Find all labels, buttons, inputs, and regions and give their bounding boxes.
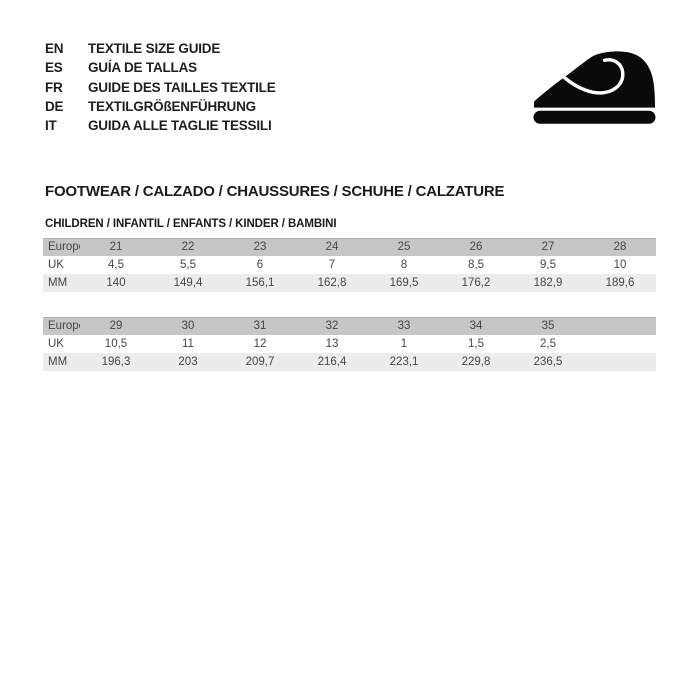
size-cell: 4,5 — [108, 259, 124, 271]
size-cell: 209,7 — [245, 356, 275, 368]
size-cell: 216,4 — [317, 356, 347, 368]
size-table-children-1: Europe 21 22 23 24 25 26 27 28 UK 4,5 5,5 6 7 8 8,5 9,5 1… — [43, 238, 656, 292]
table-row: Europe 29 30 31 32 33 34 35 — [43, 317, 656, 335]
row-label: UK — [48, 259, 64, 271]
size-cell: 176,2 — [461, 277, 491, 289]
size-cell: 35 — [541, 320, 555, 332]
row-label: MM — [48, 277, 68, 289]
size-cell: 22 — [181, 241, 195, 253]
size-cell: 149,4 — [173, 277, 203, 289]
row-label: Europe — [48, 241, 80, 253]
language-row-es: ES GUÍA DE TALLAS — [45, 58, 276, 77]
size-cell: 2,5 — [540, 338, 556, 350]
size-cell: 31 — [253, 320, 267, 332]
size-cell: 28 — [613, 241, 627, 253]
size-cell: 30 — [181, 320, 195, 332]
size-cell: 1 — [400, 338, 408, 350]
table-row: MM 196,3 203 209,7 216,4 223,1 229,8 236,5 — [43, 353, 656, 371]
size-cell: 8,5 — [468, 259, 484, 271]
size-cell: 9,5 — [540, 259, 556, 271]
size-cell: 10 — [613, 259, 627, 271]
language-list: EN TEXTILE SIZE GUIDE ES GUÍA DE TALLAS … — [45, 39, 276, 135]
language-row-de: DE TEXTILGRÖßENFÜHRUNG — [45, 97, 276, 116]
table-row: Europe 21 22 23 24 25 26 27 28 — [43, 238, 656, 256]
size-cell: 10,5 — [104, 338, 128, 350]
size-cell: 169,5 — [389, 277, 419, 289]
size-cell: 156,1 — [245, 277, 275, 289]
row-label: Europe — [48, 320, 80, 332]
size-cell: 33 — [397, 320, 411, 332]
language-code: FR — [45, 79, 63, 95]
size-cell: 11 — [182, 338, 194, 350]
language-label: TEXTILE SIZE GUIDE — [88, 41, 221, 57]
language-code: IT — [45, 118, 57, 134]
size-cell: 25 — [397, 241, 411, 253]
size-cell: 5,5 — [180, 259, 196, 271]
language-row-it: IT GUIDA ALLE TAGLIE TESSILI — [45, 116, 276, 135]
subsection-title: CHILDREN / INFANTIL / ENFANTS / KINDER /… — [45, 218, 337, 230]
size-cell: 196,3 — [101, 356, 131, 368]
size-cell: 24 — [325, 241, 339, 253]
size-cell: 13 — [325, 338, 339, 350]
language-code: ES — [45, 60, 63, 76]
language-label: GUÍA DE TALLAS — [88, 60, 197, 76]
table-row: UK 10,5 11 12 13 1 1,5 2,5 — [43, 335, 656, 353]
size-cell: 8 — [400, 259, 408, 271]
row-label: MM — [48, 356, 68, 368]
language-label: TEXTILGRÖßENFÜHRUNG — [88, 99, 256, 115]
size-cell: 223,1 — [389, 356, 419, 368]
children-shoe-icon — [533, 51, 656, 124]
size-cell: 7 — [328, 259, 336, 271]
size-cell: 140 — [106, 277, 126, 289]
size-cell: 34 — [469, 320, 483, 332]
size-cell: 12 — [253, 338, 267, 350]
section-title: FOOTWEAR / CALZADO / CHAUSSURES / SCHUHE… — [45, 183, 505, 200]
size-table-children-2: Europe 29 30 31 32 33 34 35 UK 10,5 11 12 13 1 1,5 2,5 M… — [43, 317, 656, 371]
language-label: GUIDE DES TAILLES TEXTILE — [88, 79, 276, 95]
size-cell: 32 — [325, 320, 339, 332]
size-cell — [584, 335, 656, 353]
language-code: DE — [45, 99, 64, 115]
size-cell: 23 — [253, 241, 267, 253]
language-row-fr: FR GUIDE DES TAILLES TEXTILE — [45, 78, 276, 97]
size-cell: 27 — [541, 241, 555, 253]
language-code: EN — [45, 41, 64, 57]
size-cell — [584, 317, 656, 335]
size-cell: 21 — [109, 241, 123, 253]
size-cell: 229,8 — [461, 356, 491, 368]
size-cell: 162,8 — [317, 277, 347, 289]
size-cell: 203 — [178, 356, 198, 368]
row-label: UK — [48, 338, 64, 350]
size-cell: 189,6 — [605, 277, 635, 289]
size-cell: 182,9 — [533, 277, 563, 289]
table-row: UK 4,5 5,5 6 7 8 8,5 9,5 10 — [43, 256, 656, 274]
size-cell: 29 — [109, 320, 123, 332]
language-label: GUIDA ALLE TAGLIE TESSILI — [88, 118, 272, 134]
table-row: MM 140 149,4 156,1 162,8 169,5 176,2 182,9 189,6 — [43, 274, 656, 292]
language-row-en: EN TEXTILE SIZE GUIDE — [45, 39, 276, 58]
size-cell: 236,5 — [533, 356, 563, 368]
size-cell: 1,5 — [468, 338, 484, 350]
size-cell: 6 — [256, 259, 264, 271]
size-cell: 26 — [469, 241, 483, 253]
size-cell — [584, 353, 656, 371]
